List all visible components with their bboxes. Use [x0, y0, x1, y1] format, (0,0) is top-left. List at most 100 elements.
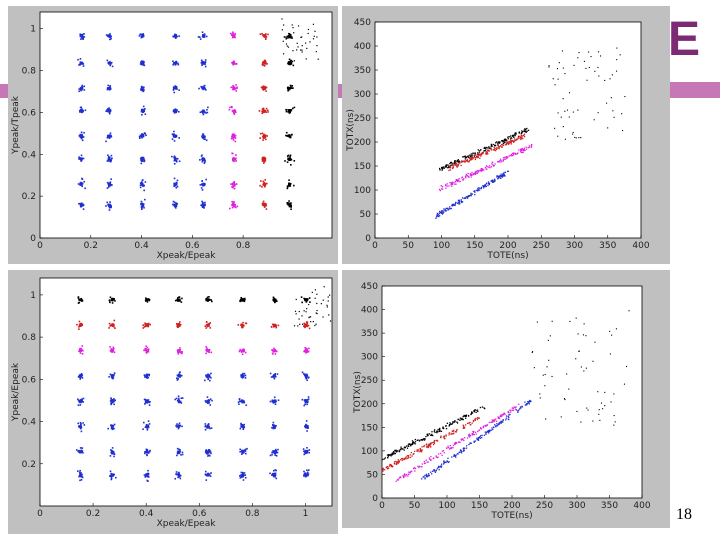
scatter-point [139, 134, 142, 137]
scatter-point [398, 477, 400, 480]
scatter-point [512, 407, 514, 409]
scatter-point [259, 33, 262, 36]
scatter-point [436, 212, 439, 215]
scatter-point [241, 349, 244, 352]
scatter-point [274, 373, 276, 376]
scatter-point [108, 155, 110, 158]
scatter-point [467, 197, 469, 199]
scatter-point [315, 312, 317, 314]
scatter-point [273, 425, 276, 428]
scatter-point [287, 61, 290, 64]
scatter-point [508, 136, 510, 138]
scatter-point [109, 109, 111, 112]
scatter-point [145, 448, 148, 451]
scatter-point [286, 35, 289, 38]
scatter-point [306, 308, 308, 310]
scatter-point [291, 24, 293, 26]
scatter-point [244, 474, 247, 476]
x-tick-label: 0.4 [139, 509, 154, 519]
scatter-point [111, 428, 114, 431]
scatter-point [240, 324, 242, 327]
y-tick-label: 0.2 [22, 192, 36, 202]
scatter-point [607, 127, 609, 129]
scatter-point [271, 352, 274, 355]
scatter-point [270, 376, 273, 378]
scatter-point [504, 141, 506, 144]
scatter-point [471, 156, 474, 158]
scatter-point [110, 204, 112, 207]
scatter-point [145, 453, 148, 456]
scatter-point [106, 160, 109, 162]
scatter-point [509, 142, 511, 144]
scatter-point [480, 149, 482, 151]
scatter-point [235, 84, 237, 86]
scatter-point [303, 310, 305, 312]
scatter-point [512, 153, 515, 155]
scatter-point [141, 202, 144, 205]
scatter-point [110, 451, 113, 454]
scatter-point [482, 425, 485, 428]
scatter-point [520, 137, 523, 139]
scatter-point [78, 298, 80, 301]
scatter-point [235, 90, 238, 92]
scatter-point [484, 184, 486, 186]
scatter-point [109, 301, 111, 304]
scatter-point [479, 437, 481, 439]
scatter-point [288, 202, 291, 205]
scatter-point [233, 61, 235, 63]
scatter-point [174, 85, 177, 87]
x-tick-label: 100 [433, 241, 450, 251]
scatter-point [426, 433, 428, 436]
scatter-point [201, 62, 204, 64]
scatter-point [476, 409, 479, 411]
scatter-point [206, 473, 209, 475]
scatter-point [77, 450, 79, 453]
scatter-point [483, 150, 485, 152]
scatter-point [174, 34, 176, 36]
scatter-point [176, 379, 179, 381]
scatter-point [178, 424, 181, 427]
scatter-point [273, 374, 275, 377]
scatter-point [84, 187, 86, 190]
scatter-point [232, 157, 234, 160]
scatter-point [492, 143, 494, 146]
scatter-point [174, 477, 177, 480]
scatter-point [517, 410, 519, 412]
scatter-point [521, 135, 523, 137]
scatter-point [235, 111, 237, 113]
scatter-point [475, 433, 477, 435]
scatter-point [438, 188, 441, 191]
scatter-point [576, 410, 578, 413]
scatter-point [502, 144, 504, 146]
scatter-point [140, 200, 143, 203]
scatter-point [491, 419, 493, 421]
scatter-point [508, 418, 510, 421]
scatter-point [83, 131, 85, 134]
scatter-point [491, 163, 493, 165]
scatter-point [303, 297, 305, 300]
scatter-point [147, 322, 150, 325]
scatter-point [316, 302, 318, 305]
scatter-point [481, 168, 484, 170]
scatter-point [305, 425, 308, 428]
scatter-point [171, 138, 174, 140]
scatter-point [441, 188, 444, 190]
scatter-point [312, 38, 315, 40]
scatter-point [451, 167, 454, 170]
scatter-point [478, 417, 480, 419]
scatter-point [422, 476, 424, 478]
scatter-point [175, 159, 178, 162]
scatter-point [452, 421, 454, 423]
scatter-point [79, 469, 81, 472]
scatter-point [484, 147, 487, 149]
scatter-point [497, 143, 499, 146]
scatter-point [84, 109, 87, 112]
scatter-point [261, 112, 264, 115]
y-tick-label: 1 [30, 25, 36, 35]
scatter-point [201, 189, 204, 191]
scatter-point [265, 33, 267, 35]
scatter-point [234, 34, 236, 36]
scatter-point [141, 207, 143, 210]
y-tick-label: 0.2 [22, 460, 36, 470]
scatter-point [81, 108, 83, 110]
